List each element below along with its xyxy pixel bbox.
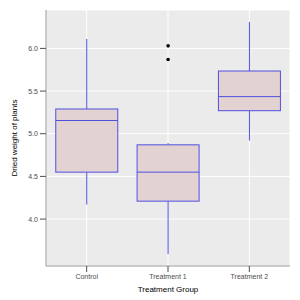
svg-text:Treatment 1: Treatment 1 <box>149 273 187 280</box>
svg-text:Dried weight of plants: Dried weight of plants <box>10 100 19 177</box>
svg-text:Treatment Group: Treatment Group <box>138 285 199 294</box>
svg-text:4.5: 4.5 <box>28 173 38 180</box>
svg-text:5.0: 5.0 <box>28 130 38 137</box>
svg-text:Treatment 2: Treatment 2 <box>231 273 269 280</box>
svg-text:Control: Control <box>75 273 98 280</box>
svg-text:6.0: 6.0 <box>28 45 38 52</box>
svg-text:5.5: 5.5 <box>28 88 38 95</box>
svg-text:4.0: 4.0 <box>28 216 38 223</box>
